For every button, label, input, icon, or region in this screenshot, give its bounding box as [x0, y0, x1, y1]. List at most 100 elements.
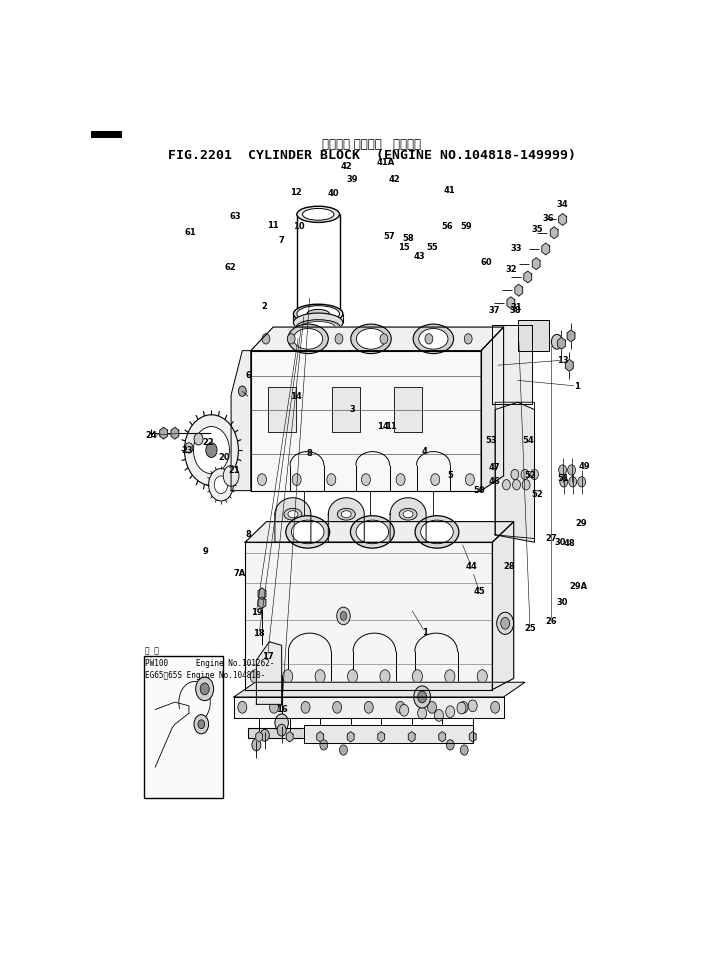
Polygon shape	[495, 402, 534, 543]
Ellipse shape	[356, 521, 389, 544]
Text: 31: 31	[510, 303, 522, 312]
Polygon shape	[492, 324, 531, 404]
Circle shape	[194, 427, 229, 474]
Circle shape	[497, 612, 513, 634]
Text: 11: 11	[386, 422, 397, 431]
Circle shape	[339, 745, 347, 755]
Circle shape	[569, 477, 576, 487]
Circle shape	[380, 334, 388, 344]
Text: 46: 46	[488, 478, 500, 486]
Text: 38: 38	[509, 305, 521, 315]
Circle shape	[336, 607, 350, 625]
Circle shape	[513, 479, 521, 490]
Circle shape	[198, 720, 204, 728]
Circle shape	[560, 477, 568, 487]
Ellipse shape	[297, 305, 339, 322]
Bar	[518, 320, 549, 350]
Polygon shape	[542, 243, 550, 255]
Text: 42: 42	[341, 162, 352, 171]
Text: 5: 5	[447, 472, 453, 480]
Polygon shape	[328, 498, 364, 543]
Polygon shape	[231, 350, 251, 491]
Text: 14: 14	[377, 422, 389, 431]
Text: 48: 48	[563, 539, 575, 548]
Text: FIG.2201  CYLINDER BLOCK  (ENGINE NO.104818-149999): FIG.2201 CYLINDER BLOCK (ENGINE NO.10481…	[167, 149, 576, 162]
Ellipse shape	[302, 209, 334, 220]
Text: 18: 18	[253, 629, 265, 638]
Text: 24: 24	[146, 431, 157, 440]
Text: 8: 8	[307, 449, 312, 458]
Ellipse shape	[357, 328, 386, 349]
Text: 34: 34	[557, 200, 568, 210]
Text: 40: 40	[328, 189, 339, 198]
Circle shape	[209, 469, 233, 501]
Text: 7A: 7A	[233, 569, 246, 578]
Ellipse shape	[297, 328, 340, 344]
Text: 26: 26	[545, 616, 558, 626]
Circle shape	[345, 727, 353, 738]
Text: 2: 2	[262, 301, 268, 311]
Circle shape	[327, 474, 336, 485]
Text: 6: 6	[245, 371, 251, 380]
Circle shape	[335, 334, 343, 344]
Polygon shape	[390, 498, 426, 543]
Circle shape	[206, 443, 217, 457]
Circle shape	[431, 474, 440, 485]
Text: 17: 17	[262, 652, 273, 661]
Circle shape	[428, 701, 436, 713]
Circle shape	[491, 701, 500, 713]
Text: 16: 16	[276, 705, 288, 714]
Circle shape	[511, 469, 519, 479]
Circle shape	[390, 727, 398, 738]
Circle shape	[215, 476, 228, 494]
Text: 9: 9	[203, 546, 209, 556]
Polygon shape	[258, 588, 266, 600]
Text: 4: 4	[422, 447, 428, 456]
Circle shape	[464, 334, 472, 344]
Text: 57: 57	[384, 232, 395, 241]
Bar	[144, 657, 223, 798]
Circle shape	[292, 474, 301, 485]
Text: 20: 20	[218, 453, 230, 462]
Circle shape	[260, 729, 269, 741]
Circle shape	[418, 707, 426, 719]
Text: 36: 36	[543, 213, 555, 223]
Circle shape	[414, 686, 431, 708]
Circle shape	[501, 617, 510, 629]
Ellipse shape	[294, 304, 343, 323]
Circle shape	[468, 700, 477, 712]
Text: 52: 52	[524, 472, 536, 480]
Ellipse shape	[302, 322, 335, 333]
Text: 10: 10	[293, 222, 304, 232]
Ellipse shape	[297, 338, 340, 352]
Text: 51: 51	[558, 474, 570, 482]
Polygon shape	[171, 427, 179, 439]
Text: 25: 25	[524, 624, 536, 633]
Circle shape	[287, 334, 295, 344]
Text: 45: 45	[473, 587, 485, 596]
Circle shape	[457, 702, 466, 714]
Circle shape	[283, 670, 293, 683]
Text: 29: 29	[576, 520, 587, 528]
Circle shape	[184, 414, 239, 485]
Text: 11: 11	[268, 221, 279, 230]
Ellipse shape	[294, 328, 323, 349]
Circle shape	[568, 465, 576, 476]
Circle shape	[522, 479, 530, 490]
Polygon shape	[532, 257, 540, 270]
Ellipse shape	[413, 324, 454, 353]
Text: 54: 54	[522, 436, 534, 445]
Circle shape	[347, 670, 357, 683]
Text: 60: 60	[481, 257, 492, 267]
Text: 44: 44	[465, 562, 478, 571]
Text: 41: 41	[443, 187, 455, 195]
Circle shape	[277, 724, 286, 736]
Polygon shape	[245, 543, 492, 690]
Text: シリンダ ブロック   適用号機: シリンダ ブロック 適用号機	[322, 138, 421, 151]
Text: 49: 49	[578, 462, 589, 471]
Ellipse shape	[284, 508, 302, 521]
Circle shape	[559, 465, 566, 476]
Circle shape	[413, 727, 420, 738]
Text: 1: 1	[573, 382, 579, 390]
Polygon shape	[507, 297, 515, 309]
